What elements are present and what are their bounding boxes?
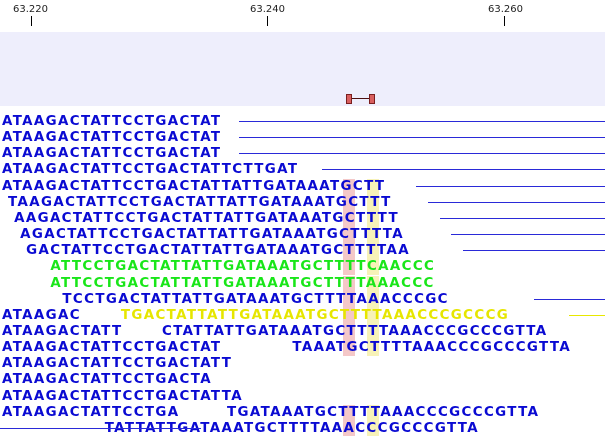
read-sequence: ATAAGACTATTCCTGACTATTA <box>2 388 243 404</box>
read-sequence: ATTCCTGACTATTATTGATAAATGCTTTTCAACCC <box>2 259 436 275</box>
read-row[interactable]: ATAAGACTATTCCTGACTA <box>0 372 605 388</box>
read-extension-line <box>451 234 605 236</box>
mismatch-highlight <box>343 307 355 324</box>
mismatch-highlight <box>343 323 355 340</box>
mismatch-highlight <box>343 404 355 421</box>
read-row[interactable]: TCCTGACTATTATTGATAAATGCTTTTAAACCCGC <box>0 291 605 308</box>
mismatch-highlight <box>366 210 379 227</box>
read-extension-line <box>439 217 605 219</box>
read-extension-line <box>427 201 605 203</box>
mismatch-highlight <box>366 275 379 292</box>
read-row[interactable]: AGACTATTCCTGACTATTATTGATAAATGCTTTTA <box>0 227 605 244</box>
read-sequence: ATAAGACTATTCCTGACTAT <box>2 130 222 146</box>
read-sequence: ATAAGAC <box>2 307 81 323</box>
mismatch-highlight <box>343 210 355 227</box>
mismatch-highlight <box>343 275 355 292</box>
read-sequence: AGACTATTCCTGACTATTATTGATAAATGCTTTTA <box>2 227 404 243</box>
read-row[interactable]: TAAGACTATTCCTGACTATTATTGATAAATGCTTT <box>0 194 605 211</box>
mismatch-highlight <box>343 259 355 276</box>
mismatch-highlight <box>366 340 379 357</box>
read-extension-line <box>569 314 605 316</box>
mismatch-highlight <box>343 227 355 244</box>
read-row[interactable]: ATAAGACTATTCCTGACTATTA <box>0 389 605 405</box>
read-sequence: ATAAGACTATTCCTGACTAT <box>2 114 222 129</box>
read-sequence: TCCTGACTATTATTGATAAATGCTTTTAAACCCGC <box>2 291 449 307</box>
read-extension-line <box>416 185 605 187</box>
read-sequence: ATAAGACTATTCCTGACTAT <box>2 340 222 356</box>
read-row[interactable]: AAGACTATTCCTGACTATTATTGATAAATGCTTTT <box>0 210 605 227</box>
mismatch-highlight <box>366 243 379 260</box>
read-sequence: ATAAGACTATTCCTGACTA <box>2 372 212 388</box>
mismatch-highlight <box>366 227 379 244</box>
mismatch-highlight <box>366 178 379 195</box>
read-sequence: AAGACTATTCCTGACTATTATTGATAAATGCTTTT <box>2 210 399 226</box>
coordinate-ruler: 63.220 63.240 63.260 <box>0 0 605 30</box>
read-row[interactable]: ATAAGACTATTCCTGACTATTCTTGAT <box>0 162 605 178</box>
read-row[interactable]: ATTCCTGACTATTATTGATAAATGCTTTTCAACCC <box>0 259 605 276</box>
mismatch-highlight <box>343 291 355 308</box>
read-sequence: ATAAGACTATTCCTGACTATT <box>2 356 233 372</box>
read-row[interactable]: TATTATTGATAAATGCTTTTAAACCCGCCCGTTA <box>0 420 605 436</box>
ruler-tick-label: 63.220 <box>13 4 48 15</box>
read-sequence: ATAAGACTATTCCTGACTATTCTTGAT <box>2 162 299 178</box>
read-sequence: ATAAGACTATT <box>2 323 123 339</box>
mismatch-highlight <box>366 259 379 276</box>
read-row[interactable]: GACTATTCCTGACTATTATTGATAAATGCTTTTAA <box>0 243 605 260</box>
read-extension-line <box>239 153 605 155</box>
read-row[interactable]: ATAAGACTATTCCTGACTATT <box>0 356 605 372</box>
read-row[interactable]: ATAAGACTATTCCTGACTAT <box>0 130 605 146</box>
read-sequence: ATAAGACTATTCCTGACTATTATTGATAAATGCTT <box>2 178 386 194</box>
read-extension-line <box>463 250 605 252</box>
read-row[interactable]: ATAAGACTATTCCTGACTAT <box>0 146 605 162</box>
read-extension-line <box>0 427 201 429</box>
read-row[interactable]: ATAAGAC TGACTATTATTGATAAATGCTTTTAAACCCGC… <box>0 307 605 324</box>
read-sequence: TATTATTGATAAATGCTTTTAAACCCGCCCGTTA <box>2 420 480 436</box>
read-sequence: CTATTATTGATAAATGCTTTTAAACCCGCCCGTTA <box>131 323 548 339</box>
read-sequence: TGACTATTATTGATAAATGCTTTTAAACCCGCCCG <box>84 307 510 323</box>
read-row[interactable]: ATAAGACTATTCCTGACTAT <box>0 114 605 130</box>
ruler-tick-mark <box>504 16 505 26</box>
read-row[interactable]: ATAAGACTATT CTATTATTGATAAATGCTTTTAAACCCG… <box>0 323 605 340</box>
mismatch-highlight <box>366 307 379 324</box>
read-sequence: TAAGACTATTCCTGACTATTATTGATAAATGCTTT <box>2 194 392 210</box>
read-row[interactable]: ATAAGACTATTCCTGACTAT TAAATGCTTTTAAACCCGC… <box>0 340 605 357</box>
read-pair-right-box[interactable] <box>369 94 375 104</box>
read-sequence: TGATAAATGCTTTTAAACCCGCCCGTTA <box>190 404 540 420</box>
mismatch-highlight <box>343 243 355 260</box>
read-extension-line <box>239 137 605 139</box>
read-sequence: ATAAGACTATTCCTGACTAT <box>2 146 222 162</box>
read-pair-link <box>352 98 369 99</box>
ruler-tick-mark <box>31 16 32 26</box>
read-row[interactable]: ATTCCTGACTATTATTGATAAATGCTTTTAAACCC <box>0 275 605 292</box>
mismatch-highlight <box>343 194 355 211</box>
mismatch-highlight <box>366 323 379 340</box>
read-extension-line <box>239 121 605 122</box>
mismatch-highlight <box>343 420 355 436</box>
mismatch-highlight <box>366 291 379 308</box>
mismatch-highlight <box>343 178 355 195</box>
read-row[interactable]: ATAAGACTATTCCTGACTATTATTGATAAATGCTT <box>0 178 605 195</box>
read-row[interactable]: ATAAGACTATTCCTGA TGATAAATGCTTTTAAACCCGCC… <box>0 404 605 421</box>
read-extension-line <box>321 169 605 171</box>
mismatch-highlight <box>343 340 355 357</box>
mismatch-highlight <box>366 404 379 421</box>
read-sequence: ATAAGACTATTCCTGA <box>2 404 180 420</box>
coverage-track[interactable] <box>0 32 605 106</box>
read-pair-left-box[interactable] <box>346 94 352 104</box>
read-sequence: TAAATGCTTTTAAACCCGCCCGTTA <box>238 340 572 356</box>
mismatch-highlight <box>366 194 379 211</box>
ruler-tick-label: 63.240 <box>250 4 285 15</box>
mismatch-highlight <box>366 420 379 436</box>
read-sequence: GACTATTCCTGACTATTATTGATAAATGCTTTTAA <box>2 243 411 259</box>
read-alignment-panel[interactable]: ATAAGACTATTCCTGACTAT ATAAGACTATTCCTGACTAT… <box>0 114 605 436</box>
read-extension-line <box>534 298 605 300</box>
ruler-tick-mark <box>267 16 268 26</box>
read-sequence: ATTCCTGACTATTATTGATAAATGCTTTTAAACCC <box>2 275 435 291</box>
ruler-tick-label: 63.260 <box>488 4 523 15</box>
